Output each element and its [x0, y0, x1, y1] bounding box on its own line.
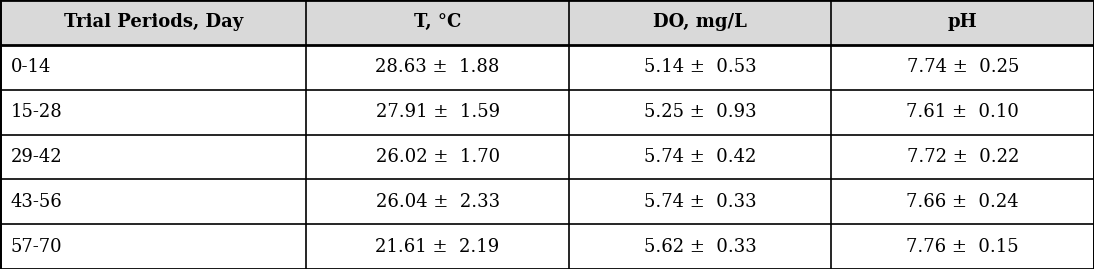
Text: 57-70: 57-70 [11, 238, 62, 256]
Text: 7.74 ±  0.25: 7.74 ± 0.25 [907, 58, 1019, 76]
Bar [0, 224, 1094, 269]
Bar [0, 179, 1094, 224]
Text: 29-42: 29-42 [11, 148, 62, 166]
Text: 5.74 ±  0.42: 5.74 ± 0.42 [644, 148, 756, 166]
Text: 43-56: 43-56 [11, 193, 62, 211]
Text: 5.62 ±  0.33: 5.62 ± 0.33 [643, 238, 757, 256]
Text: Trial Periods, Day: Trial Periods, Day [63, 13, 243, 31]
Text: T, °C: T, °C [414, 13, 462, 31]
Text: 0-14: 0-14 [11, 58, 51, 76]
Text: 7.76 ±  0.15: 7.76 ± 0.15 [907, 238, 1019, 256]
Text: 7.66 ±  0.24: 7.66 ± 0.24 [907, 193, 1019, 211]
Bar [0, 0, 1094, 45]
Text: DO, mg/L: DO, mg/L [653, 13, 747, 31]
Text: 7.61 ±  0.10: 7.61 ± 0.10 [906, 103, 1020, 121]
Text: pH: pH [947, 13, 978, 31]
Text: 28.63 ±  1.88: 28.63 ± 1.88 [375, 58, 500, 76]
Bar [0, 134, 1094, 179]
Text: 5.25 ±  0.93: 5.25 ± 0.93 [644, 103, 756, 121]
Bar [0, 90, 1094, 134]
Text: 27.91 ±  1.59: 27.91 ± 1.59 [375, 103, 500, 121]
Text: 7.72 ±  0.22: 7.72 ± 0.22 [907, 148, 1019, 166]
Text: 5.74 ±  0.33: 5.74 ± 0.33 [644, 193, 756, 211]
Text: 15-28: 15-28 [11, 103, 62, 121]
Text: 21.61 ±  2.19: 21.61 ± 2.19 [375, 238, 500, 256]
Text: 26.04 ±  2.33: 26.04 ± 2.33 [375, 193, 500, 211]
Text: 5.14 ±  0.53: 5.14 ± 0.53 [644, 58, 756, 76]
Text: 26.02 ±  1.70: 26.02 ± 1.70 [375, 148, 500, 166]
Bar [0, 45, 1094, 90]
